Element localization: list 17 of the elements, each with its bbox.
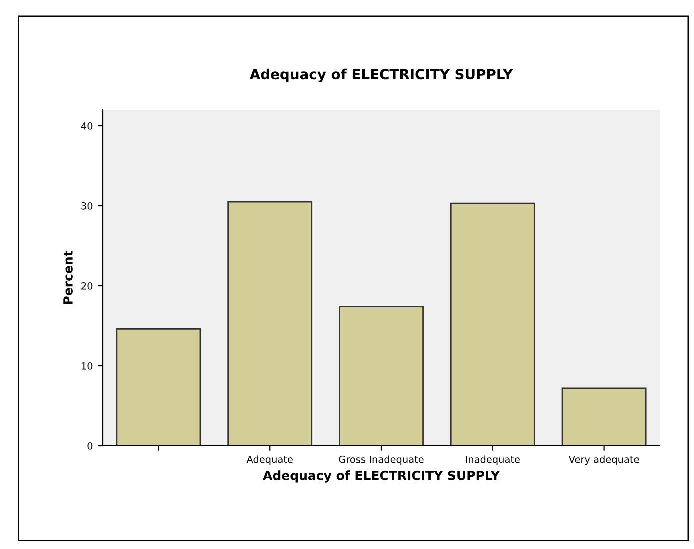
bar xyxy=(450,202,536,446)
x-tick-label: Inadequate xyxy=(466,456,520,466)
x-tick-label: Gross Inadequate xyxy=(339,456,424,466)
x-tick-label: Adequate xyxy=(246,456,293,466)
y-tick-label: 30 xyxy=(82,202,93,210)
x-axis-title: Adequacy of ELECTRICITY SUPPLY xyxy=(263,470,500,483)
y-tick-label: 0 xyxy=(88,442,93,450)
x-tick-label: Very adequate xyxy=(568,456,640,466)
chart-title: Adequacy of ELECTRICITY SUPPLY xyxy=(250,68,514,82)
y-tick-label: 20 xyxy=(82,282,93,290)
bar xyxy=(562,388,647,446)
y-axis-title: Percent xyxy=(64,251,73,304)
bar xyxy=(116,328,202,446)
y-tick-label: 10 xyxy=(82,362,93,370)
bar xyxy=(339,306,424,446)
bar xyxy=(228,201,313,446)
y-tick-label: 40 xyxy=(81,122,93,130)
